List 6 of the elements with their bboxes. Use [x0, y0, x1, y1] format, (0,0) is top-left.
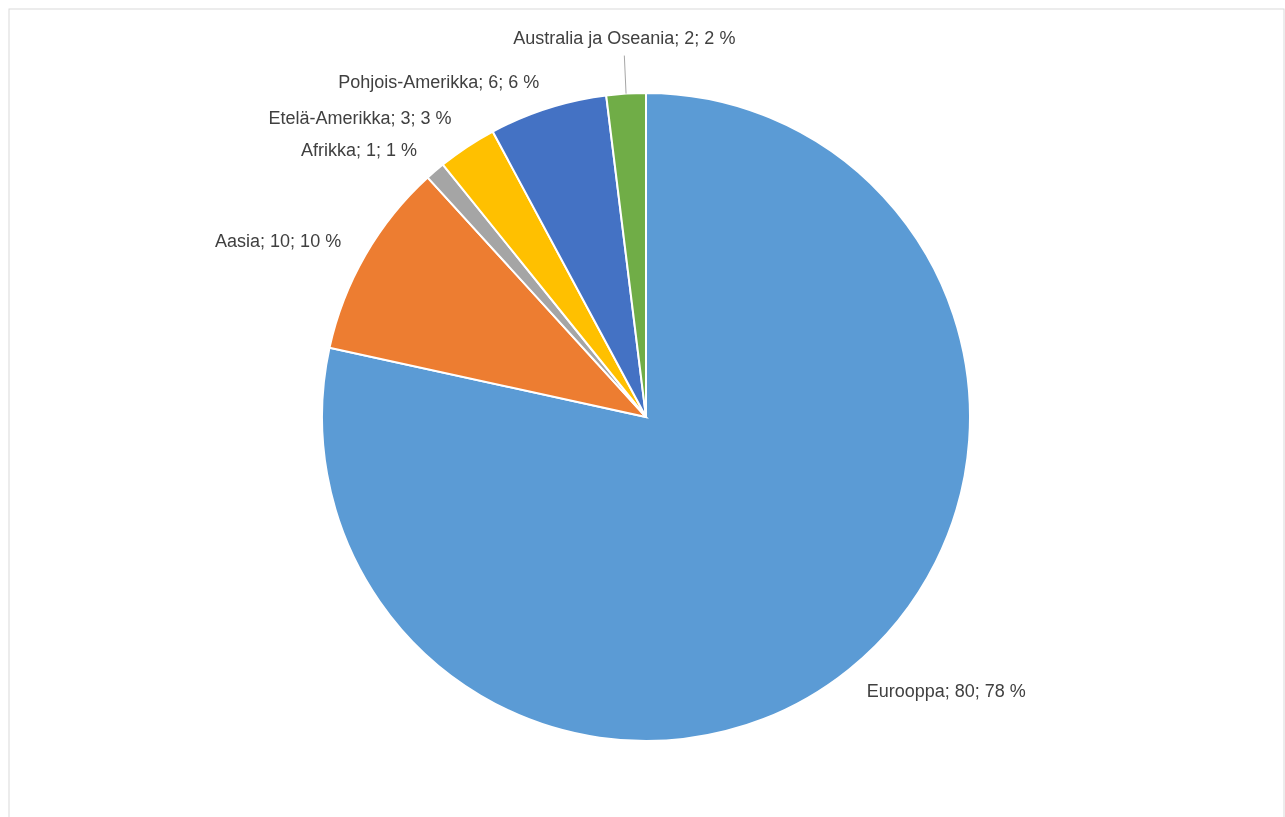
slice-label: Eurooppa; 80; 78 % — [866, 681, 1026, 702]
slice-label: Australia ja Oseania; 2; 2 % — [513, 27, 736, 48]
slice-label: Pohjois-Amerikka; 6; 6 % — [338, 71, 540, 92]
slice-label: Afrikka; 1; 1 % — [300, 139, 417, 160]
slice-label: Aasia; 10; 10 % — [215, 231, 342, 251]
slice-label: Etelä-Amerikka; 3; 3 % — [268, 107, 452, 128]
